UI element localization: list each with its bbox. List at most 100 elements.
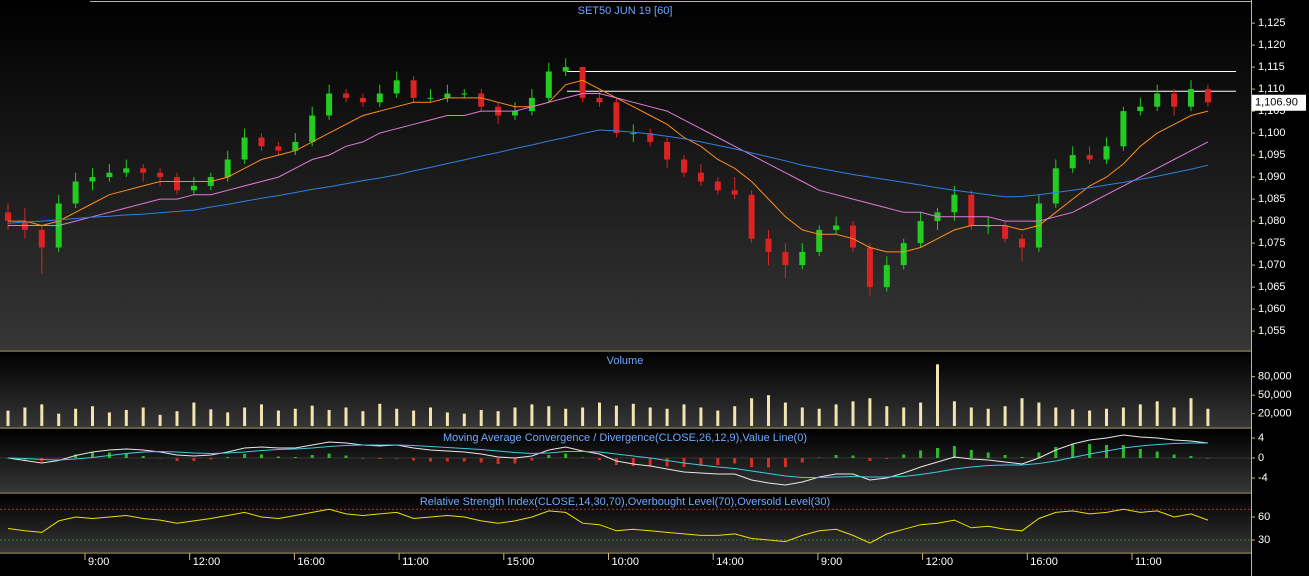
histogram-bar [986,452,990,458]
histogram-bar [141,456,145,458]
y-tick-label: 0 [1258,452,1264,464]
candle-body [968,194,975,226]
candle-body [174,177,180,191]
histogram-bar [445,458,449,462]
volume-bar [1172,407,1176,426]
candle-body [647,133,654,142]
candle-body [72,181,79,204]
x-tick-label: 9:00 [821,556,842,568]
histogram-bar [581,457,585,458]
candle-body [714,181,721,191]
candle-body [681,159,687,173]
histogram-bar [1037,452,1041,458]
histogram-bar [851,455,855,458]
histogram-bar [665,458,669,467]
candle-body [630,133,637,135]
y-tick-label: 1,065 [1258,281,1286,293]
volume-bar [614,405,618,426]
volume-bar [1155,401,1159,426]
price-panel [0,2,1251,350]
histogram-bar [767,458,770,468]
candle-body [393,80,400,94]
volume-bar [57,413,61,426]
candle-body [1188,89,1194,107]
histogram-bar [952,446,956,458]
candle-body [1204,89,1211,103]
candle-body [461,93,468,95]
volume-bar [665,408,669,426]
histogram-bar [327,453,331,458]
candle-body [562,67,569,72]
y-tick-label: 30 [1258,534,1270,546]
candle-body [410,80,417,98]
histogram-bar [902,454,906,458]
histogram-bar [1003,455,1007,458]
y-tick-label: 1,090 [1258,171,1286,183]
histogram-bar [530,458,534,461]
histogram-bar [462,458,466,462]
volume-bar [530,404,534,426]
candle-body [579,67,586,98]
volume-bar [682,404,686,426]
y-tick-label: 1,085 [1258,193,1286,205]
volume-bar [783,402,787,426]
candle-body [106,172,113,178]
candle-body [38,229,45,248]
candle-body [545,71,552,98]
volume-bar [429,407,432,426]
histogram-bar [800,458,804,463]
histogram-bar [243,454,247,458]
histogram-bar [361,458,365,459]
y-tick-label: 1,100 [1258,127,1286,139]
histogram-bar [429,458,432,462]
volume-bar [6,410,10,426]
candle-body [5,212,11,222]
volume-bar [919,402,923,426]
candle-body [309,115,316,142]
candle-body [917,221,924,244]
volume-bar [648,407,652,426]
x-tick-label: 11:00 [402,556,429,568]
histogram-bar [412,458,416,461]
candle-body [224,159,231,178]
macd-panel [0,429,1251,492]
x-tick-label: 14:00 [716,556,744,568]
volume-bar [1121,407,1125,426]
candle-body [613,102,620,134]
candle-body [157,172,164,178]
histogram-bar [479,458,483,463]
histogram-bar [648,458,652,466]
volume-bar [767,395,770,426]
panel-title: Volume [607,355,644,367]
candle-body [140,168,147,173]
candle-body [1052,168,1059,204]
moving-average [8,79,1209,253]
y-tick-label: 60 [1258,511,1270,523]
volume-bar [868,398,872,426]
volume-bar [412,410,416,426]
y-tick-label: 1,120 [1258,39,1286,51]
histogram-bar [547,455,551,458]
histogram-bar [631,458,635,466]
y-tick-label: 1,060 [1258,303,1286,315]
candle-body [799,251,806,266]
histogram-bar [1121,445,1125,458]
y-tick-label: 1,070 [1258,259,1286,271]
volume-bar [1037,402,1041,426]
volume-bar [40,404,44,426]
volume-bar [952,401,956,426]
histogram-bar [293,457,297,458]
histogram-bar [1189,456,1193,458]
candle-body [190,185,197,191]
histogram-bar [868,458,872,461]
candle-body [123,168,130,173]
volume-bar [733,406,737,426]
histogram-bar [750,458,754,467]
candle-body [664,141,671,160]
rsi-line [7,508,1209,544]
panel-title: Relative Strength Index(CLOSE,14,30,70),… [420,496,830,508]
volume-bar [91,406,94,426]
x-tick-label: 9:00 [88,556,109,568]
volume-bar [716,410,720,426]
